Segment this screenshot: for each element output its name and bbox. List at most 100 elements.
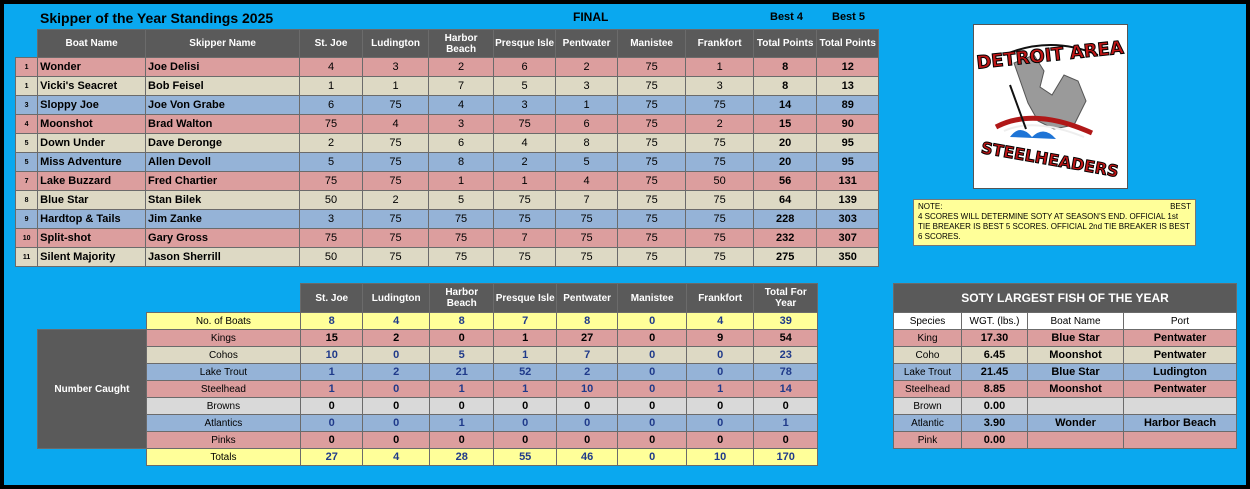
- catch-count-cell: 0: [493, 397, 557, 415]
- skipper-name-cell: Jason Sherrill: [145, 247, 301, 267]
- score-cell: 75: [299, 171, 363, 191]
- best5-total-cell: 90: [816, 114, 879, 134]
- catch-count-cell: 0: [617, 380, 687, 398]
- port-cell: Pentwater: [1122, 346, 1238, 364]
- score-cell: 3: [361, 57, 430, 77]
- skipper-name-cell: Joe Von Grabe: [145, 95, 301, 115]
- col-header: Pentwater: [555, 29, 618, 58]
- col-header: Pentwater: [555, 283, 619, 313]
- standings-row: 7 Lake Buzzard Fred Chartier 75 75 1 1 4 75 50 56 1…: [14, 171, 879, 191]
- catch-count-cell: 8: [555, 312, 619, 330]
- score-cell: 75: [361, 171, 430, 191]
- catch-count-cell: 0: [617, 397, 687, 415]
- boat-name-cell: Silent Majority: [37, 247, 147, 267]
- weight-cell: 3.90: [961, 414, 1028, 432]
- score-cell: 75: [428, 228, 494, 248]
- catch-count-cell: 0: [753, 431, 818, 449]
- skipper-name-cell: Brad Walton: [145, 114, 301, 134]
- catch-count-cell: 23: [753, 346, 818, 364]
- score-cell: 75: [555, 209, 618, 229]
- fish-boat-cell: Wonder: [1027, 414, 1124, 432]
- score-cell: 75: [685, 228, 754, 248]
- score-cell: 3: [685, 76, 754, 96]
- catch-count-cell: 0: [362, 431, 430, 449]
- score-cell: 75: [361, 247, 430, 267]
- catch-count-cell: 1: [685, 380, 755, 398]
- catch-count-cell: 0: [555, 414, 619, 432]
- catch-count-cell: 0: [685, 397, 755, 415]
- blank-header: [37, 283, 147, 313]
- standings-row: 8 Blue Star Stan Bilek 50 2 5 75 7 75 75 64 139: [14, 190, 879, 210]
- fish-row: Lake Trout 21.45 Blue Star Ludington: [893, 363, 1238, 381]
- fish-row: Steelhead 8.85 Moonshot Pentwater: [893, 380, 1238, 398]
- catch-count-cell: 0: [685, 414, 755, 432]
- catch-count-cell: 0: [362, 397, 430, 415]
- catch-table: St. Joe Ludington Harbor Beach Presque I…: [37, 283, 818, 466]
- number-caught-label: Number Caught: [37, 329, 147, 449]
- best5-total-cell: 12: [816, 57, 879, 77]
- catch-count-cell: 1: [299, 363, 364, 381]
- catch-count-cell: 15: [299, 329, 364, 347]
- score-cell: 6: [555, 114, 618, 134]
- boat-name-cell: Blue Star: [37, 190, 147, 210]
- score-cell: 8: [428, 152, 494, 172]
- species-label: Steelhead: [145, 380, 302, 398]
- species-label: Atlantics: [145, 414, 302, 432]
- skipper-name-cell: Gary Gross: [145, 228, 301, 248]
- catch-count-cell: 0: [362, 346, 430, 364]
- catch-count-cell: 0: [617, 312, 687, 330]
- fish-col-header: Species: [893, 312, 962, 330]
- standings-row: 5 Down Under Dave Deronge 2 75 6 4 8 75 75 20 95: [14, 133, 879, 153]
- standings-row: 1 Vicki's Seacret Bob Feisel 1 1 7 5 3 75 3 8 13: [14, 76, 879, 96]
- catch-count-cell: 4: [685, 312, 755, 330]
- status-label: FINAL: [573, 10, 609, 24]
- fish-row: Brown 0.00: [893, 397, 1238, 415]
- best4-total-cell: 15: [752, 114, 818, 134]
- catch-count-cell: 28: [428, 448, 495, 466]
- catch-row: Lake Trout 1 2 21 52 2 0 0 78: [38, 363, 818, 381]
- score-cell: 6: [299, 95, 363, 115]
- catch-count-cell: 21: [428, 363, 495, 381]
- species-cell: Pink: [893, 431, 962, 449]
- best5-total-cell: 95: [816, 133, 879, 153]
- catch-count-cell: 0: [428, 431, 495, 449]
- best4-total-cell: 275: [752, 247, 818, 267]
- catch-count-cell: 0: [685, 431, 755, 449]
- tiebreaker-note: NOTE: BEST 4 SCORES WILL DETERMINE SOTY …: [913, 199, 1196, 246]
- rank-cell: 11: [14, 247, 39, 267]
- catch-count-cell: 0: [617, 329, 687, 347]
- port-cell: [1122, 431, 1238, 449]
- logo-text-top: DETROIT AREA: [975, 37, 1124, 73]
- catch-count-cell: 0: [617, 414, 687, 432]
- catch-count-cell: 7: [555, 346, 619, 364]
- score-cell: 3: [428, 114, 494, 134]
- catch-count-cell: 0: [299, 431, 364, 449]
- score-cell: 75: [685, 190, 754, 210]
- catch-row: Browns 0 0 0 0 0 0 0 0: [38, 397, 818, 415]
- score-cell: 2: [299, 133, 363, 153]
- catch-count-cell: 8: [428, 312, 495, 330]
- species-cell: Atlantic: [893, 414, 962, 432]
- score-cell: 75: [299, 228, 363, 248]
- catch-count-cell: 0: [555, 431, 619, 449]
- boat-name-cell: Down Under: [37, 133, 147, 153]
- skipper-name-cell: Fred Chartier: [145, 171, 301, 191]
- score-cell: 75: [428, 247, 494, 267]
- col-header: Harbor Beach: [428, 29, 494, 58]
- score-cell: 6: [428, 133, 494, 153]
- weight-cell: 21.45: [961, 363, 1028, 381]
- catch-count-cell: 0: [299, 397, 364, 415]
- score-cell: 75: [428, 209, 494, 229]
- score-cell: 75: [361, 209, 430, 229]
- score-cell: 75: [616, 114, 687, 134]
- best5-total-cell: 303: [816, 209, 879, 229]
- species-label: Lake Trout: [145, 363, 302, 381]
- boat-name-cell: Sloppy Joe: [37, 95, 147, 115]
- score-cell: 2: [555, 57, 618, 77]
- score-cell: 75: [616, 171, 687, 191]
- species-label: No. of Boats: [145, 312, 302, 330]
- weight-cell: 8.85: [961, 380, 1028, 398]
- col-header: Manistee: [616, 29, 687, 58]
- score-cell: 50: [299, 190, 363, 210]
- score-cell: 6: [492, 57, 557, 77]
